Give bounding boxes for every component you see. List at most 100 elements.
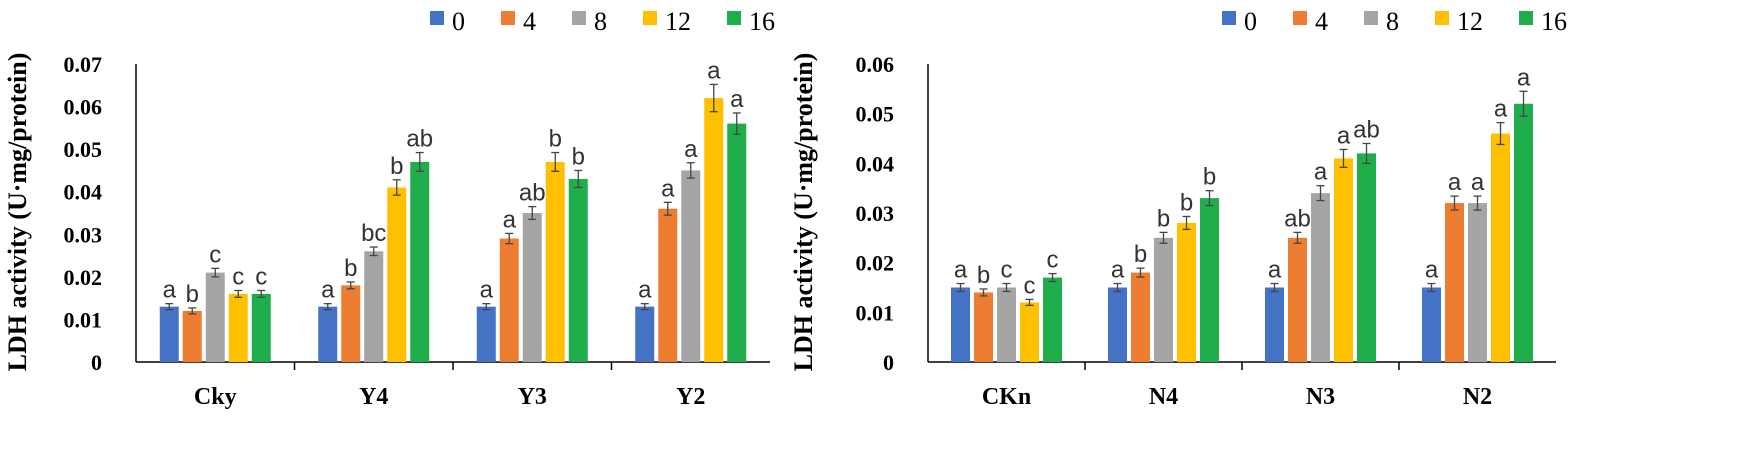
legend-swatch-0	[1222, 11, 1236, 25]
significance-label: bc	[361, 220, 386, 247]
bar-series-8	[364, 251, 384, 362]
significance-label: a	[730, 86, 744, 113]
bar-series-12	[228, 293, 248, 362]
significance-label: a	[954, 257, 968, 284]
significance-label: a	[684, 136, 698, 163]
chart-panel-right: LDH activity (U·mg/protein) 0 0.01 0.02 0.03…	[789, 7, 1567, 410]
significance-label: b	[549, 126, 562, 153]
legend-label: 0	[452, 7, 465, 36]
significance-label: b	[344, 255, 357, 282]
bar-series-16	[410, 161, 430, 362]
x-category-label: Y2	[676, 384, 705, 410]
bar-series-8	[1468, 203, 1487, 362]
significance-label: b	[1180, 189, 1193, 216]
bar-series-8	[1311, 193, 1330, 362]
bar-series-12	[1491, 133, 1510, 362]
bar-series-16	[1043, 277, 1062, 362]
bar-series-0	[476, 306, 496, 362]
y-tick-label: 0	[883, 350, 894, 375]
legend-swatch-12	[643, 11, 657, 25]
significance-label: a	[1425, 257, 1439, 284]
bar-series-12	[545, 161, 565, 362]
bar-series-8	[997, 287, 1016, 362]
significance-label: a	[638, 277, 652, 304]
significance-label: b	[186, 281, 199, 308]
legend-swatch-4	[1293, 11, 1307, 25]
bar-series-4	[1288, 237, 1307, 362]
chart-panel-left: LDH activity (U·mg/protein) 0 0.01 0.02 0.03…	[3, 7, 775, 410]
significance-label: b	[1157, 205, 1170, 232]
significance-label: a	[1111, 257, 1125, 284]
y-tick-label: 0.01	[64, 307, 103, 332]
bar-series-16	[1357, 153, 1376, 362]
bar-series-4	[341, 285, 361, 362]
bar-series-4	[499, 238, 519, 362]
bar-series-0	[1422, 287, 1441, 362]
bar-series-0	[1108, 287, 1127, 362]
y-tick-label: 0	[91, 350, 102, 375]
legend-label: 4	[523, 7, 536, 36]
y-axis-title: LDH activity (U·mg/protein)	[789, 53, 818, 372]
bar-series-0	[318, 306, 338, 362]
y-axis-title: LDH activity (U·mg/protein)	[3, 53, 32, 372]
bar-series-8	[522, 213, 542, 362]
bar-series-4	[658, 208, 678, 362]
bar-series-0	[159, 306, 179, 362]
legend-label: 0	[1244, 7, 1257, 36]
significance-label: c	[232, 263, 244, 290]
significance-label: a	[1314, 159, 1328, 186]
bar-series-0	[951, 287, 970, 362]
legend-label: 12	[1457, 7, 1483, 36]
y-tick-label: 0.05	[64, 137, 103, 162]
legend-swatch-8	[1364, 11, 1378, 25]
bar-series-12	[1020, 302, 1039, 362]
significance-label: a	[1448, 169, 1462, 196]
bar-series-0	[1265, 287, 1284, 362]
significance-label: b	[1134, 241, 1147, 268]
bar-series-16	[1200, 198, 1219, 362]
y-tick-label: 0.02	[64, 265, 103, 290]
bar-series-12	[1177, 222, 1196, 362]
legend-swatch-12	[1435, 11, 1449, 25]
legend-swatch-4	[501, 11, 515, 25]
significance-label: b	[1203, 164, 1216, 191]
bar-series-4	[1445, 203, 1464, 362]
legend-label: 12	[665, 7, 691, 36]
bar-series-4	[1131, 272, 1150, 362]
y-tick-label: 0.03	[64, 222, 103, 247]
x-category-label: N4	[1149, 384, 1178, 410]
bar-series-12	[1334, 158, 1353, 362]
y-tick-label: 0.01	[856, 300, 895, 325]
y-tick-label: 0.04	[856, 151, 895, 176]
bar-series-8	[1154, 237, 1173, 362]
bar-series-12	[704, 98, 724, 363]
bar-series-16	[251, 293, 271, 362]
legend-label: 8	[594, 7, 607, 36]
significance-label: c	[1024, 272, 1036, 299]
bar-series-8	[681, 170, 701, 362]
bar-series-8	[205, 272, 225, 362]
significance-label: c	[1001, 257, 1013, 284]
bar-series-4	[974, 292, 993, 362]
significance-label: ab	[1353, 116, 1380, 143]
legend-label: 16	[749, 7, 775, 36]
significance-label: a	[480, 277, 494, 304]
bar-series-12	[387, 187, 407, 362]
significance-label: ab	[1284, 205, 1311, 232]
significance-label: c	[1047, 247, 1059, 274]
bar-series-16	[727, 123, 747, 362]
y-tick-label: 0.04	[64, 180, 103, 205]
bar-series-16	[1514, 103, 1533, 362]
significance-label: b	[390, 153, 403, 180]
significance-label: a	[321, 277, 335, 304]
significance-label: c	[255, 263, 267, 290]
legend-label: 8	[1386, 7, 1399, 36]
significance-label: a	[661, 175, 675, 202]
significance-label: a	[707, 57, 721, 84]
legend-swatch-16	[1519, 11, 1533, 25]
legend-swatch-16	[727, 11, 741, 25]
x-category-label: Y4	[359, 384, 388, 410]
y-tick-label: 0.06	[856, 52, 895, 77]
significance-label: a	[1494, 96, 1508, 123]
